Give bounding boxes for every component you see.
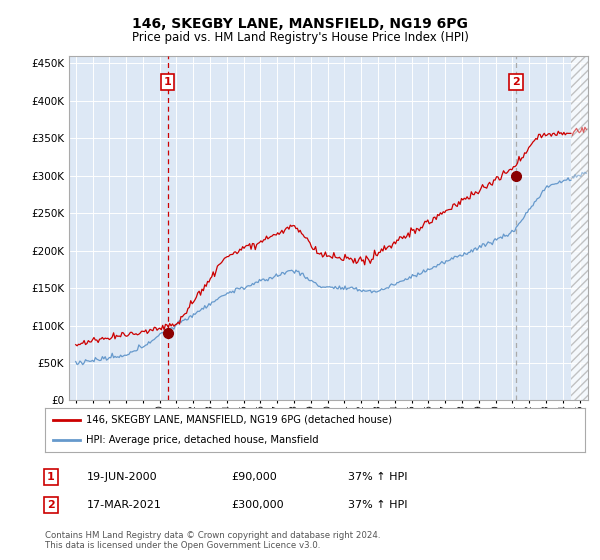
Text: 1: 1 (164, 77, 172, 87)
Text: 146, SKEGBY LANE, MANSFIELD, NG19 6PG (detached house): 146, SKEGBY LANE, MANSFIELD, NG19 6PG (d… (86, 415, 392, 425)
Text: Price paid vs. HM Land Registry's House Price Index (HPI): Price paid vs. HM Land Registry's House … (131, 31, 469, 44)
Text: £300,000: £300,000 (231, 500, 284, 510)
Bar (571, 56, 588, 400)
Text: HPI: Average price, detached house, Mansfield: HPI: Average price, detached house, Mans… (86, 435, 318, 445)
Text: 1: 1 (47, 472, 55, 482)
Text: 37% ↑ HPI: 37% ↑ HPI (348, 500, 407, 510)
Text: 2: 2 (47, 500, 55, 510)
Text: 37% ↑ HPI: 37% ↑ HPI (348, 472, 407, 482)
Text: Contains HM Land Registry data © Crown copyright and database right 2024.
This d: Contains HM Land Registry data © Crown c… (45, 531, 380, 550)
Text: 19-JUN-2000: 19-JUN-2000 (87, 472, 158, 482)
Text: 2: 2 (512, 77, 520, 87)
Text: 146, SKEGBY LANE, MANSFIELD, NG19 6PG: 146, SKEGBY LANE, MANSFIELD, NG19 6PG (132, 17, 468, 31)
Text: £90,000: £90,000 (231, 472, 277, 482)
Text: 17-MAR-2021: 17-MAR-2021 (87, 500, 162, 510)
